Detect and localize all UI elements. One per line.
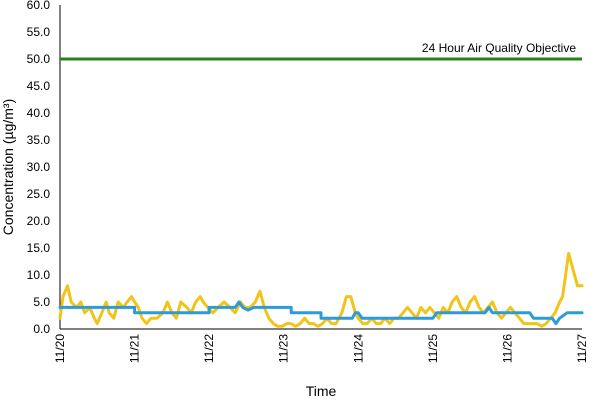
y-tick-label: 25.0 <box>27 187 51 201</box>
y-tick-label: 0.0 <box>33 322 50 336</box>
x-axis-title: Time <box>306 383 337 399</box>
x-tick-label: 11/22 <box>202 334 216 363</box>
plot-area <box>58 57 584 328</box>
y-tick-label: 35.0 <box>27 133 51 147</box>
y-axis-title: Concentration (µg/m³) <box>0 99 16 235</box>
x-tick-label: 11/20 <box>53 334 67 363</box>
y-tick-label: 30.0 <box>27 160 51 174</box>
objective-annotation: 24 Hour Air Quality Objective <box>422 41 576 55</box>
x-tick-labels: 11/20 11/21 11/22 11/23 11/24 11/25 11/26 11/27 <box>53 334 589 363</box>
x-tick-label: 11/27 <box>575 334 589 363</box>
x-tick-label: 11/21 <box>128 334 142 363</box>
y-tick-label: 20.0 <box>27 214 51 228</box>
y-tick-label: 45.0 <box>27 79 51 93</box>
y-tick-label: 55.0 <box>27 25 51 39</box>
series-line-2 <box>58 300 584 326</box>
x-tick-label: 11/24 <box>351 334 365 363</box>
y-tick-label: 50.0 <box>27 52 51 66</box>
x-tick-label: 11/25 <box>426 334 440 363</box>
y-tick-label: 15.0 <box>27 241 51 255</box>
x-tick-label: 11/26 <box>500 334 514 363</box>
y-tick-label: 40.0 <box>27 106 51 120</box>
y-tick-labels: 0.0 5.0 10.0 15.0 20.0 25.0 30.0 35.0 40.0 45.0 50… <box>27 0 51 336</box>
x-tick-label: 11/23 <box>277 334 291 363</box>
y-tick-label: 5.0 <box>33 295 50 309</box>
y-tick-label: 10.0 <box>27 268 51 282</box>
y-tick-label: 60.0 <box>27 0 51 12</box>
